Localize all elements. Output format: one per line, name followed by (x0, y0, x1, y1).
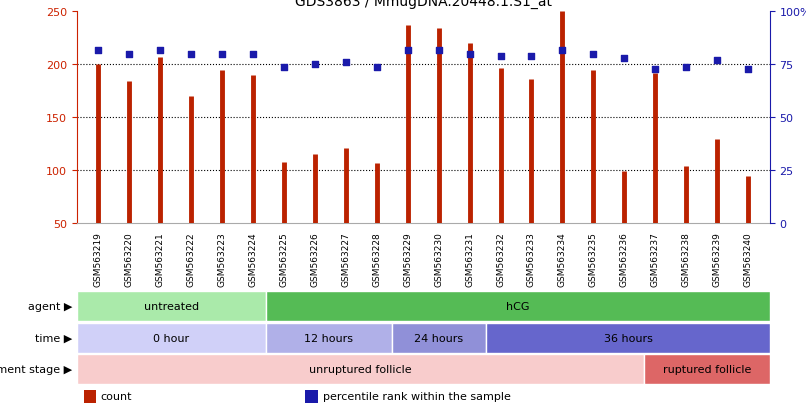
Bar (392, 323, 486, 353)
Bar (266, 323, 392, 353)
Bar (266, 292, 770, 321)
Point (309, 62, 322, 69)
Text: 24 hours: 24 hours (414, 333, 463, 343)
Bar (305, 390, 318, 403)
Text: percentile rank within the sample: percentile rank within the sample (322, 392, 510, 401)
Point (185, 51, 197, 58)
Point (679, 64, 692, 71)
Text: time ▶: time ▶ (35, 333, 73, 343)
Point (277, 64, 290, 71)
Point (649, 66, 662, 73)
Point (742, 66, 754, 73)
Point (339, 60, 352, 66)
Point (215, 51, 228, 58)
Point (432, 47, 445, 54)
Bar (486, 323, 770, 353)
Point (247, 51, 260, 58)
Point (92, 47, 105, 54)
Point (556, 47, 569, 54)
Text: hCG: hCG (506, 301, 530, 311)
Point (370, 64, 383, 71)
Text: 12 hours: 12 hours (304, 333, 353, 343)
Point (587, 51, 600, 58)
Text: development stage ▶: development stage ▶ (0, 364, 73, 374)
Bar (84, 390, 96, 403)
Text: 0 hour: 0 hour (153, 333, 189, 343)
Bar (77, 354, 644, 384)
Bar (644, 354, 770, 384)
Point (401, 47, 414, 54)
Point (525, 54, 538, 60)
Text: ruptured follicle: ruptured follicle (663, 364, 751, 374)
Point (463, 51, 476, 58)
Bar (77, 292, 266, 321)
Point (618, 56, 631, 62)
Point (494, 54, 507, 60)
Text: untreated: untreated (143, 301, 198, 311)
Title: GDS3863 / MmugDNA.20448.1.S1_at: GDS3863 / MmugDNA.20448.1.S1_at (295, 0, 551, 9)
Point (123, 51, 135, 58)
Text: agent ▶: agent ▶ (28, 301, 73, 311)
Point (711, 58, 724, 64)
Text: unruptured follicle: unruptured follicle (309, 364, 411, 374)
Text: count: count (101, 392, 132, 401)
Text: 36 hours: 36 hours (604, 333, 652, 343)
Bar (77, 323, 266, 353)
Point (154, 47, 167, 54)
